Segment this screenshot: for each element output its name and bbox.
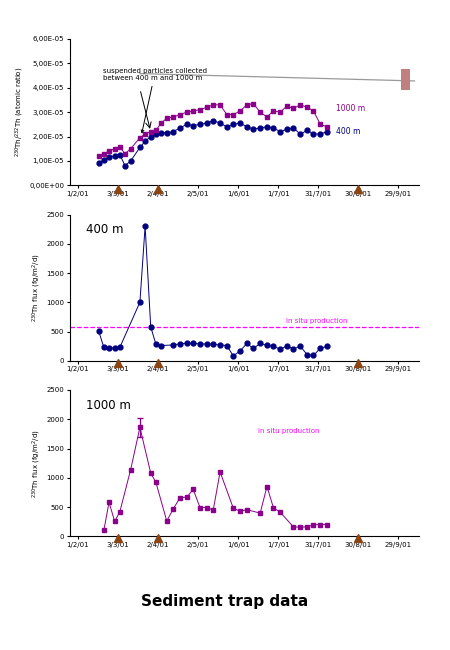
Text: in situ production: in situ production [258,428,319,434]
Text: suspended particles collected
between 400 m and 1000 m: suspended particles collected between 40… [103,68,207,133]
Text: 1000 m: 1000 m [336,104,365,113]
Text: 400 m: 400 m [86,223,123,236]
Y-axis label: $^{230}$Th flux (fg/m$^2$/d): $^{230}$Th flux (fg/m$^2$/d) [31,253,43,322]
Text: 1000 m: 1000 m [86,398,130,411]
Text: 400 m: 400 m [336,127,361,136]
Y-axis label: $^{230}$Th flux (fg/m$^2$/d): $^{230}$Th flux (fg/m$^2$/d) [31,428,43,498]
Y-axis label: $^{230}$Th/$^{232}$Th (atomic ratio): $^{230}$Th/$^{232}$Th (atomic ratio) [14,67,27,157]
Bar [401,70,410,90]
Text: in situ production: in situ production [286,318,348,324]
Text: Sediment trap data: Sediment trap data [141,593,309,609]
